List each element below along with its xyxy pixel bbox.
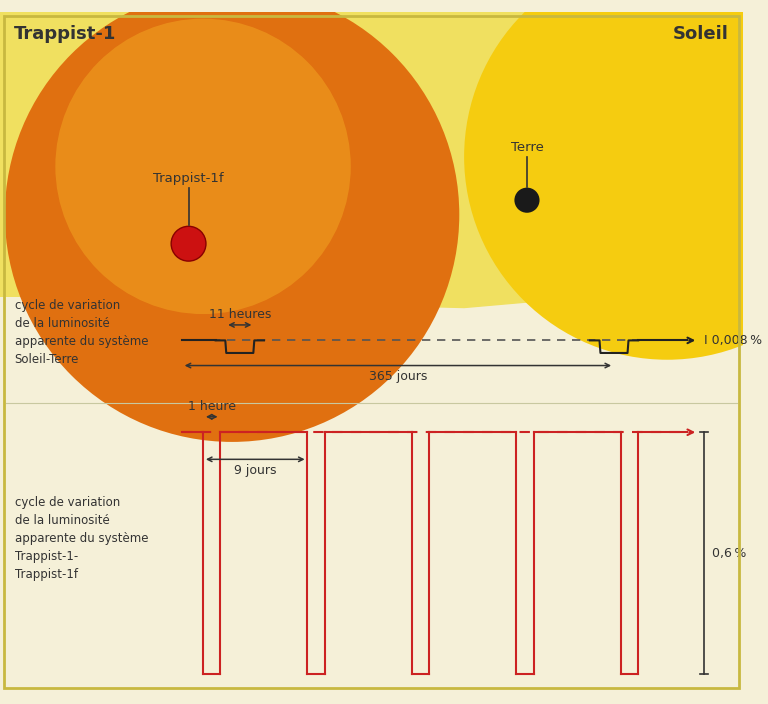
Text: cycle de variation
de la luminosité
apparente du système
Soleil-Terre: cycle de variation de la luminosité appa… [15,299,148,366]
Circle shape [55,18,351,314]
Text: 365 jours: 365 jours [369,370,427,384]
Text: 9 jours: 9 jours [234,464,276,477]
Text: 0,6 %: 0,6 % [712,546,746,560]
Text: Trappist-1: Trappist-1 [14,25,116,43]
Text: I 0,008 %: I 0,008 % [704,334,762,347]
Circle shape [515,188,540,213]
Circle shape [171,226,206,261]
Text: Soleil: Soleil [674,25,729,43]
Circle shape [464,0,768,360]
Text: 11 heures: 11 heures [209,308,271,321]
Bar [0,12,743,297]
Text: 1 heure: 1 heure [187,400,236,413]
Text: Terre: Terre [511,141,544,153]
Circle shape [5,0,459,442]
Text: cycle de variation
de la luminosité
apparente du système
Trappist-1-
Trappist-1f: cycle de variation de la luminosité appa… [15,496,148,581]
Polygon shape [0,12,743,308]
Text: Trappist-1f: Trappist-1f [154,172,223,184]
